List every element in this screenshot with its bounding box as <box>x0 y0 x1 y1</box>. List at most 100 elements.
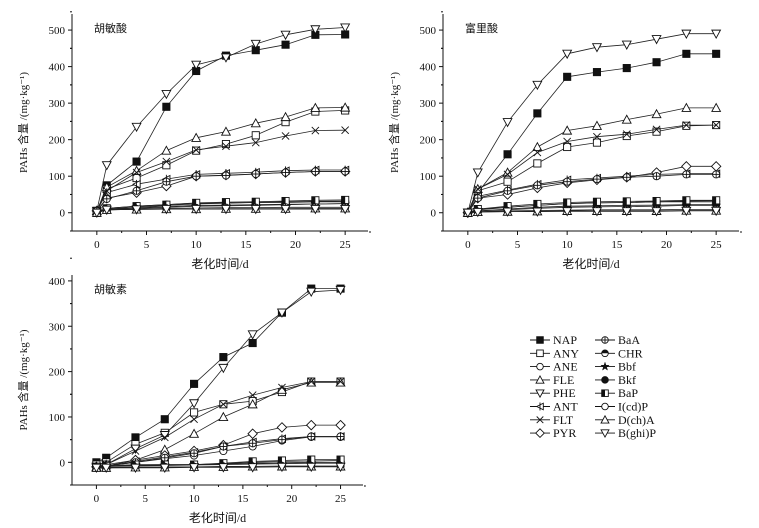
data-point <box>192 146 201 155</box>
data-point-stroke2 <box>341 126 350 135</box>
data-point-half <box>563 198 568 207</box>
data-point <box>218 411 229 422</box>
legend-marker <box>535 428 545 439</box>
series-line <box>96 382 341 468</box>
data-point <box>712 121 721 129</box>
data-point <box>251 169 260 179</box>
x-axis-label: 老化时间/d <box>191 257 248 271</box>
series-line <box>96 436 341 468</box>
legend-label: BaP <box>618 386 638 400</box>
series-line <box>96 436 341 468</box>
x-tick-label: 15 <box>237 493 249 505</box>
data-point <box>281 40 290 49</box>
data-point-stroke2 <box>682 121 691 129</box>
data-point <box>462 208 473 218</box>
series-flt <box>92 126 350 215</box>
data-point <box>682 196 691 205</box>
legend-marker <box>601 349 609 358</box>
data-point-stroke2 <box>593 132 601 141</box>
data-point <box>562 125 573 135</box>
data-point <box>276 308 288 318</box>
data-point <box>710 161 722 172</box>
data-point <box>652 196 661 206</box>
y-axis-label: PAHs 含量 /(mg·kg⁻¹) <box>387 72 401 173</box>
data-point <box>712 49 721 58</box>
data-point-half <box>652 197 657 205</box>
data-point <box>591 207 603 217</box>
data-point-half <box>252 198 256 206</box>
series-bghip <box>91 462 346 474</box>
data-point-half <box>712 196 717 204</box>
data-point-stroke2 <box>533 148 542 157</box>
data-point <box>622 197 631 206</box>
legend-marker <box>601 402 609 411</box>
data-point <box>220 53 232 63</box>
data-point-stroke2 <box>652 125 661 134</box>
data-point <box>219 353 228 362</box>
series-line <box>96 34 346 213</box>
data-point <box>191 132 202 142</box>
data-point <box>250 39 261 50</box>
data-point-stroke2 <box>563 137 572 146</box>
data-point-stroke2 <box>132 168 141 177</box>
data-point-stroke2 <box>219 400 228 409</box>
data-point <box>532 141 543 152</box>
x-tick-label: 25 <box>711 239 723 251</box>
data-point <box>340 23 351 33</box>
series-line <box>96 289 341 468</box>
data-point <box>248 338 257 348</box>
data-point <box>341 167 350 176</box>
data-point <box>503 170 512 179</box>
legend-marker <box>601 336 609 344</box>
legend-label: Bkf <box>618 373 636 387</box>
legend-label: I(cd)P <box>618 400 648 414</box>
legend-marker <box>600 414 610 424</box>
data-point-half <box>503 202 508 210</box>
data-point <box>472 168 483 178</box>
series-line <box>96 107 346 212</box>
data-point <box>101 161 112 171</box>
series-baa <box>92 167 350 215</box>
legend-marker <box>601 389 609 397</box>
data-point <box>188 428 200 438</box>
data-point <box>130 444 141 454</box>
data-point-stroke2 <box>311 126 320 135</box>
legend-label: BaA <box>618 333 640 347</box>
series-line <box>96 466 341 469</box>
series-line <box>467 107 717 213</box>
series-any <box>92 106 350 215</box>
legend-item: ANE <box>530 360 578 374</box>
series-line <box>96 381 341 465</box>
legend-marker-half <box>601 389 605 397</box>
legend-marker <box>536 336 544 344</box>
data-point <box>533 148 542 157</box>
series-fle <box>91 102 351 215</box>
data-point <box>247 399 258 409</box>
data-point <box>335 462 346 473</box>
data-point <box>250 117 261 128</box>
x-tick-label: 10 <box>562 239 574 251</box>
legend-label: ANY <box>553 346 579 360</box>
data-point <box>335 419 346 431</box>
data-point <box>281 132 290 140</box>
data-point-half <box>278 456 282 465</box>
data-point <box>681 206 692 217</box>
data-point <box>591 43 603 53</box>
data-point <box>681 102 692 112</box>
series-line <box>96 129 346 212</box>
data-point-stroke2 <box>192 145 201 154</box>
x-tick-label: 5 <box>142 493 148 505</box>
series-flt <box>92 377 345 471</box>
data-point <box>592 197 602 206</box>
data-point-stroke2 <box>712 121 721 129</box>
data-point <box>311 167 320 176</box>
data-point <box>651 207 662 217</box>
data-point <box>563 137 572 146</box>
x-tick-label: 20 <box>286 493 298 505</box>
legend-item: NAP <box>530 333 577 347</box>
legend-item: D(ch)A <box>595 413 655 427</box>
y-tick-label: 0 <box>60 457 66 469</box>
